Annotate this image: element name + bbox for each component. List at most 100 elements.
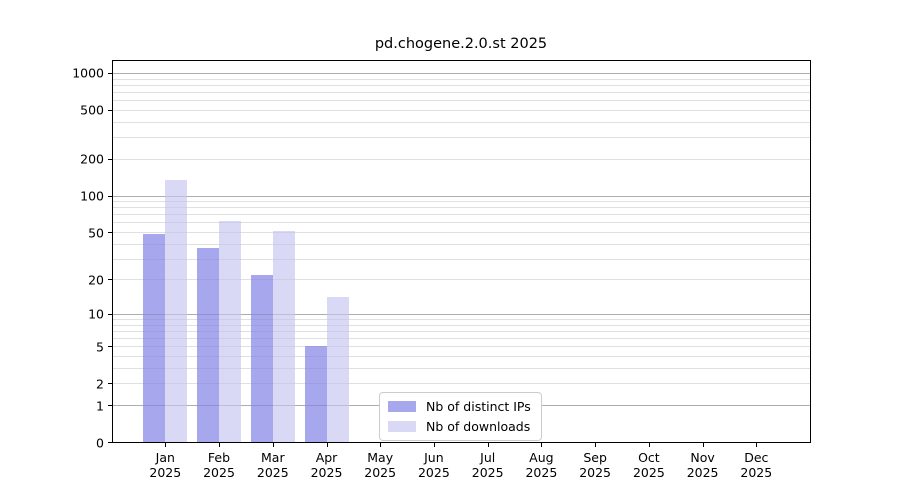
- x-axis-label-nov: Nov 2025: [675, 450, 731, 480]
- x-label-month: Mar: [261, 450, 285, 465]
- y-axis-label-1000: 1000: [72, 65, 104, 81]
- x-tick-aug: [541, 443, 543, 447]
- x-tick-nov: [702, 443, 704, 447]
- grid-line-minor-20: [113, 279, 810, 281]
- x-label-month: Jul: [480, 450, 496, 465]
- y-axis-label-100: 100: [80, 188, 104, 204]
- bar-downloads-apr: [326, 297, 349, 442]
- grid-line-minor-7: [113, 330, 810, 332]
- y-tick-1: [108, 405, 112, 406]
- grid-line-minor-30: [113, 258, 810, 260]
- y-tick-200: [108, 158, 112, 160]
- grid-line-minor-40: [113, 243, 810, 245]
- grid-line-minor-4: [113, 356, 810, 357]
- grid-line-minor-3: [113, 367, 810, 369]
- x-label-year: 2025: [149, 465, 182, 480]
- y-tick-0: [108, 442, 112, 443]
- grid-line-minor-80: [113, 207, 810, 209]
- grid-line-minor-9: [113, 319, 810, 320]
- bar-layer: [113, 61, 810, 442]
- grid-line-minor-70: [113, 214, 810, 216]
- x-label-year: 2025: [471, 465, 504, 480]
- x-label-year: 2025: [310, 465, 343, 480]
- x-axis-label-may: May 2025: [352, 450, 408, 480]
- y-axis-label-5: 5: [96, 339, 104, 355]
- y-axis-label-1: 1: [96, 398, 104, 413]
- grid-line-minor-3: [113, 367, 810, 369]
- x-axis-label-jan: Jan 2025: [137, 450, 193, 480]
- grid-line-minor-2: [113, 383, 810, 385]
- grid-line-minor-7: [113, 330, 810, 332]
- grid-line-minor-5: [113, 346, 810, 348]
- x-tick-oct: [648, 443, 650, 447]
- x-tick-apr: [326, 443, 328, 447]
- legend: Nb of distinct IPs Nb of downloads: [379, 392, 542, 441]
- x-label-year: 2025: [632, 465, 665, 480]
- grid-line-minor-50: [113, 232, 810, 233]
- x-label-year: 2025: [203, 465, 235, 480]
- x-label-year: 2025: [525, 465, 558, 480]
- x-axis-label-feb: Feb 2025: [191, 450, 247, 480]
- legend-item-downloads: Nb of downloads: [388, 419, 531, 434]
- x-axis-label-jun: Jun 2025: [406, 450, 462, 480]
- x-label-month: Sep: [583, 450, 607, 465]
- grid-line-minor-6: [113, 338, 810, 340]
- x-label-year: 2025: [686, 465, 719, 480]
- x-label-month: Jan: [155, 450, 175, 465]
- x-label-year: 2025: [417, 465, 450, 480]
- grid-line-minor-4: [113, 356, 810, 357]
- grid-line-minor-300: [113, 137, 810, 139]
- x-axis-label-sep: Sep 2025: [567, 450, 623, 480]
- grid-line-minor-500: [113, 109, 810, 111]
- grid-line-minor-900: [113, 78, 810, 80]
- x-label-month: May: [367, 450, 394, 465]
- x-label-month: Dec: [744, 450, 769, 465]
- grid-line-major-100: [113, 195, 810, 197]
- y-tick-50: [108, 232, 112, 233]
- grid-line-minor-30: [113, 258, 810, 260]
- bar-distinct-ips-feb: [197, 247, 219, 442]
- grid-line-minor-500: [113, 109, 810, 111]
- x-tick-dec: [756, 443, 758, 447]
- legend-item-distinct-ips: Nb of distinct IPs: [388, 399, 531, 414]
- y-tick-5: [108, 346, 112, 348]
- bar-downloads-feb: [219, 220, 241, 442]
- grid-line-minor-40: [113, 243, 810, 245]
- grid-line-major-1000: [113, 72, 810, 74]
- y-axis-label-200: 200: [80, 151, 104, 167]
- grid-line-minor-200: [113, 158, 810, 160]
- y-axis-label-500: 500: [80, 102, 104, 118]
- y-tick-2: [108, 383, 112, 385]
- grid-line-minor-70: [113, 214, 810, 216]
- y-axis-label-2: 2: [96, 376, 104, 392]
- plot-area: Nb of distinct IPs Nb of downloads: [112, 60, 811, 443]
- x-label-month: Oct: [638, 450, 660, 465]
- y-tick-500: [108, 109, 112, 111]
- bar-distinct-ips-jan: [143, 234, 166, 442]
- overlay-grid-layer: [113, 61, 810, 442]
- bar-distinct-ips-apr: [304, 346, 327, 442]
- grid-line-minor-200: [113, 158, 810, 160]
- legend-label-downloads: Nb of downloads: [426, 419, 531, 434]
- legend-swatch-distinct-ips: [388, 401, 416, 412]
- x-tick-sep: [595, 443, 597, 447]
- grid-line-major-1000: [113, 72, 810, 74]
- x-label-month: Jun: [424, 450, 444, 465]
- x-axis-label-oct: Oct 2025: [621, 450, 677, 480]
- grid-line-minor-800: [113, 84, 810, 86]
- grid-line-minor-800: [113, 84, 810, 86]
- bar-downloads-jan: [165, 180, 188, 442]
- x-axis-label-dec: Dec 2025: [728, 450, 784, 480]
- grid-line-minor-9: [113, 319, 810, 320]
- grid-line-minor-6: [113, 338, 810, 340]
- y-tick-20: [108, 279, 112, 281]
- grid-line-minor-2: [113, 383, 810, 385]
- grid-line-minor-50: [113, 232, 810, 233]
- chart-title: pd.chogene.2.0.st 2025: [374, 36, 548, 52]
- y-axis-label-50: 50: [88, 225, 104, 240]
- grid-line-minor-90: [113, 201, 810, 202]
- grid-line-minor-600: [113, 100, 810, 102]
- x-tick-jun: [433, 443, 435, 447]
- grid-line-minor-400: [113, 121, 810, 123]
- x-axis-label-mar: Mar 2025: [245, 450, 301, 480]
